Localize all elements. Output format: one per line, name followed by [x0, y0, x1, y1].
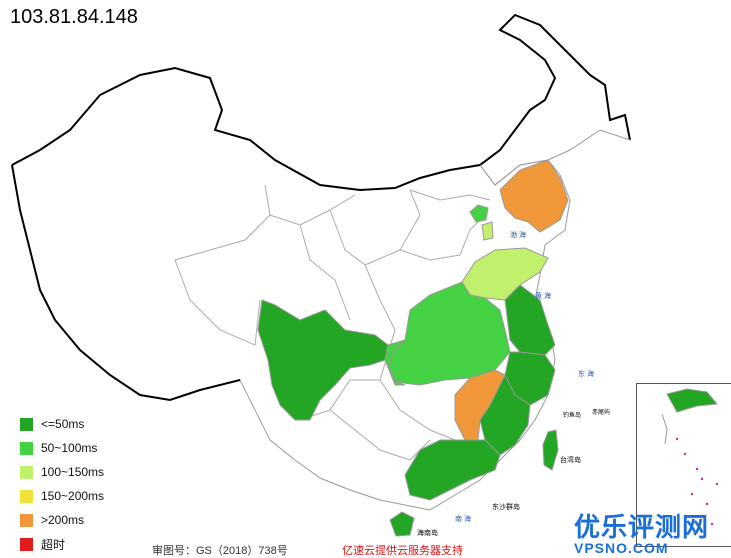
legend: <=50ms 50~100ms 100~150ms 150~200ms >200… — [20, 412, 104, 556]
sea-label-bohai: 渤 海 — [510, 230, 526, 239]
legend-item: 超时 — [20, 532, 104, 556]
region-beijing — [469, 204, 489, 223]
sea-label-huanghai: 黄 海 — [535, 291, 551, 300]
south-china-sea-inset — [636, 383, 731, 547]
legend-swatch — [20, 513, 33, 527]
region-tianjin — [481, 221, 494, 241]
region-taiwan — [542, 429, 559, 471]
southwest-border — [11, 164, 241, 402]
legend-item: >200ms — [20, 508, 104, 532]
legend-label: >200ms — [41, 513, 85, 527]
legend-item: 100~150ms — [20, 460, 104, 484]
sea-label-nanhai: 南 海 — [455, 514, 471, 523]
legend-label: 150~200ms — [41, 489, 105, 503]
island-label-chiwei: 赤尾屿 — [592, 408, 610, 416]
legend-swatch — [20, 417, 33, 431]
map-approval-number: 审图号：GS（2018）738号 — [152, 545, 288, 557]
watermark-main: 优乐评测网 — [574, 513, 710, 543]
province-borders — [174, 184, 491, 461]
region-liaoning — [499, 159, 569, 233]
legend-item: 150~200ms — [20, 484, 104, 508]
legend-swatch — [20, 441, 33, 455]
island-label-hainan: 海南岛 — [417, 528, 438, 537]
ip-address: 103.81.84.148 — [10, 6, 138, 28]
island-label-taiwan: 台湾岛 — [560, 455, 581, 464]
sponsor-link[interactable]: 亿速云提供云服务器支持 — [342, 545, 463, 557]
legend-label: 100~150ms — [41, 465, 105, 479]
region-jiangxi — [454, 369, 506, 441]
legend-item: 50~100ms — [20, 436, 104, 460]
region-chongqing — [384, 339, 406, 386]
legend-label: <=50ms — [41, 417, 85, 431]
region-fujian — [479, 373, 531, 456]
region-hainan — [389, 511, 415, 537]
legend-swatch — [20, 489, 33, 503]
watermark-sub: VPSNO.COM — [574, 540, 669, 556]
region-jiangsu — [504, 284, 556, 356]
legend-item: <=50ms — [20, 412, 104, 436]
legend-label: 50~100ms — [41, 441, 98, 455]
region-guangdong — [404, 439, 501, 501]
island-label-diaoyu: 钓鱼岛 — [563, 411, 581, 419]
island-label-dongsha: 东沙群岛 — [492, 502, 520, 511]
legend-swatch — [20, 465, 33, 479]
region-sichuan — [257, 299, 389, 421]
legend-label: 超时 — [41, 537, 66, 552]
legend-swatch — [20, 537, 33, 551]
sea-label-donghai: 东 海 — [578, 369, 594, 378]
watermark: 优乐评测网 VPSNO.COM — [574, 507, 731, 556]
